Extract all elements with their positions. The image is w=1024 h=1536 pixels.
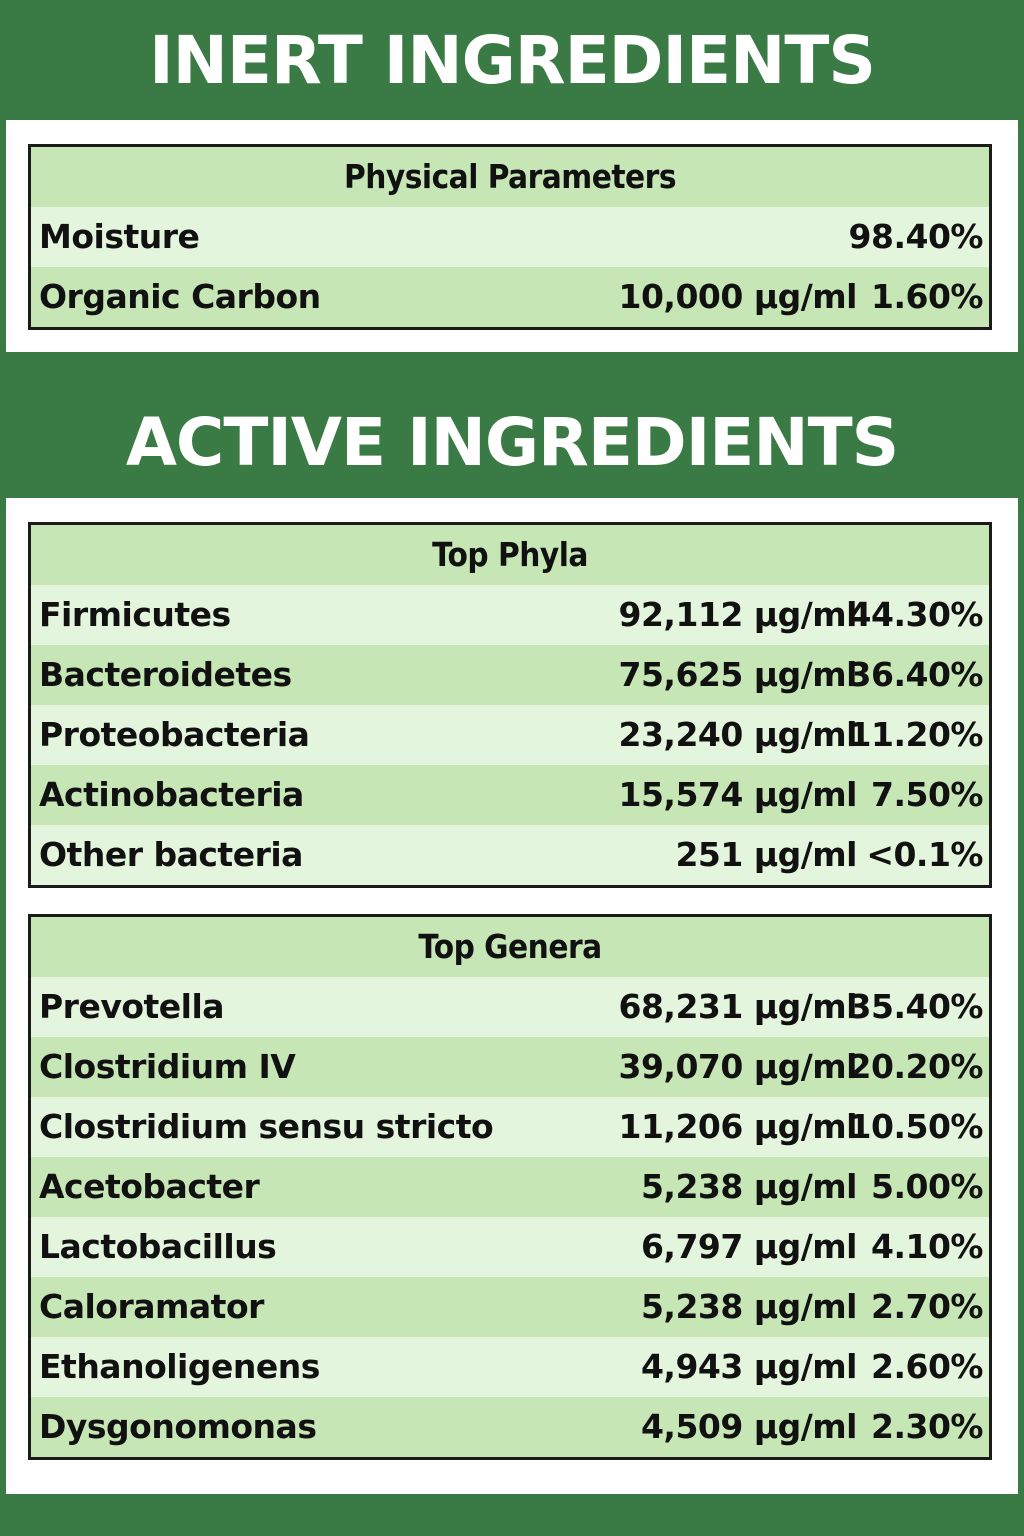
row-percentage: 7.50% (871, 775, 984, 814)
row-name: Dysgonomonas (39, 1407, 317, 1446)
row-concentration: 5,238 µg/ml (640, 1287, 858, 1326)
table-row: Dysgonomonas 4,509 µg/ml 2.30% (31, 1397, 989, 1457)
row-name: Other bacteria (39, 835, 303, 874)
row-concentration: 4,509 µg/ml (640, 1407, 858, 1446)
row-name: Organic Carbon (39, 277, 321, 316)
row-concentration: 39,070 µg/ml (618, 1047, 858, 1086)
row-concentration: 15,574 µg/ml (618, 775, 858, 814)
row-name: Ethanoligenens (39, 1347, 320, 1386)
row-name: Caloramator (39, 1287, 264, 1326)
table-row: Other bacteria 251 µg/ml <0.1% (31, 825, 989, 885)
top-genera-header: Top Genera (31, 917, 989, 977)
row-percentage: 2.30% (871, 1407, 984, 1446)
active-ingredients-title: ACTIVE INGREDIENTS (125, 404, 899, 481)
table-row: Clostridium sensu stricto 11,206 µg/ml 1… (31, 1097, 989, 1157)
row-name: Firmicutes (39, 595, 231, 634)
row-percentage: 44.30% (848, 595, 984, 634)
table-row: Lactobacillus 6,797 µg/ml 4.10% (31, 1217, 989, 1277)
row-percentage: 2.70% (871, 1287, 984, 1326)
row-percentage: 36.40% (848, 655, 984, 694)
physical-parameters-table: Physical Parameters Moisture 98.40% Orga… (28, 144, 992, 330)
row-concentration: 23,240 µg/ml (618, 715, 858, 754)
row-percentage: 2.60% (871, 1347, 984, 1386)
row-name: Bacteroidetes (39, 655, 292, 694)
row-name: Actinobacteria (39, 775, 304, 814)
top-genera-table: Top Genera Prevotella 68,231 µg/ml 35.40… (28, 914, 992, 1460)
physical-parameters-header: Physical Parameters (31, 147, 989, 207)
row-concentration: 4,943 µg/ml (640, 1347, 858, 1386)
row-concentration: 75,625 µg/ml (618, 655, 858, 694)
row-concentration: 251 µg/ml (675, 835, 857, 874)
table-row: Moisture 98.40% (31, 207, 989, 267)
top-phyla-table: Top Phyla Firmicutes 92,112 µg/ml 44.30%… (28, 522, 992, 888)
row-name: Moisture (39, 217, 200, 256)
row-concentration: 68,231 µg/ml (618, 987, 858, 1026)
row-percentage: 98.40% (848, 217, 984, 256)
row-percentage: <0.1% (866, 835, 983, 874)
table-row: Actinobacteria 15,574 µg/ml 7.50% (31, 765, 989, 825)
row-name: Acetobacter (39, 1167, 260, 1206)
top-phyla-header: Top Phyla (31, 525, 989, 585)
table-row: Caloramator 5,238 µg/ml 2.70% (31, 1277, 989, 1337)
row-percentage: 11.20% (848, 715, 984, 754)
active-ingredients-panel: Top Phyla Firmicutes 92,112 µg/ml 44.30%… (6, 498, 1018, 1494)
table-row: Acetobacter 5,238 µg/ml 5.00% (31, 1157, 989, 1217)
row-concentration: 11,206 µg/ml (618, 1107, 858, 1146)
row-concentration: 92,112 µg/ml (618, 595, 858, 634)
row-concentration: 10,000 µg/ml (618, 277, 858, 316)
row-name: Clostridium sensu stricto (39, 1107, 494, 1146)
row-concentration: 6,797 µg/ml (640, 1227, 858, 1266)
row-percentage: 5.00% (871, 1167, 984, 1206)
table-row: Firmicutes 92,112 µg/ml 44.30% (31, 585, 989, 645)
table-row: Prevotella 68,231 µg/ml 35.40% (31, 977, 989, 1037)
row-percentage: 10.50% (848, 1107, 984, 1146)
table-row: Ethanoligenens 4,943 µg/ml 2.60% (31, 1337, 989, 1397)
row-name: Lactobacillus (39, 1227, 277, 1266)
inert-ingredients-panel: Physical Parameters Moisture 98.40% Orga… (6, 120, 1018, 352)
row-percentage: 20.20% (848, 1047, 984, 1086)
row-percentage: 35.40% (848, 987, 984, 1026)
row-percentage: 4.10% (871, 1227, 984, 1266)
table-row: Organic Carbon 10,000 µg/ml 1.60% (31, 267, 989, 327)
row-percentage: 1.60% (871, 277, 984, 316)
row-name: Prevotella (39, 987, 225, 1026)
row-name: Clostridium IV (39, 1047, 296, 1086)
table-row: Clostridium IV 39,070 µg/ml 20.20% (31, 1037, 989, 1097)
row-name: Proteobacteria (39, 715, 310, 754)
row-concentration: 5,238 µg/ml (640, 1167, 858, 1206)
table-row: Bacteroidetes 75,625 µg/ml 36.40% (31, 645, 989, 705)
table-row: Proteobacteria 23,240 µg/ml 11.20% (31, 705, 989, 765)
inert-ingredients-title: INERT INGREDIENTS (149, 22, 876, 99)
